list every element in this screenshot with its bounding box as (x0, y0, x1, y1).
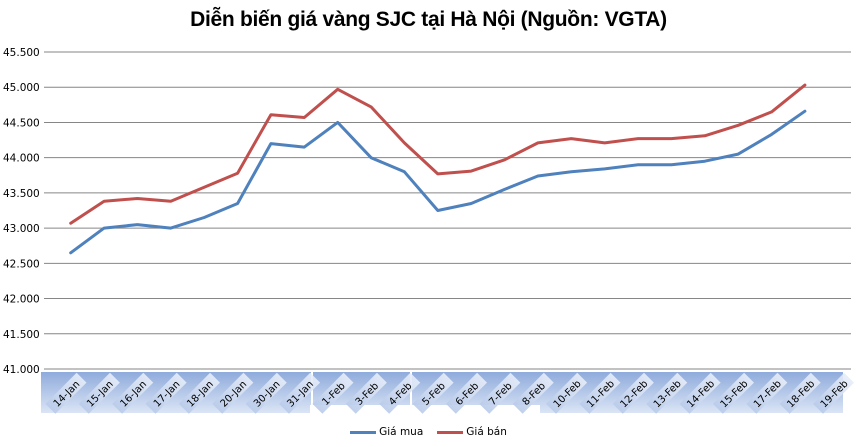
legend: Giá mua Giá bán (0, 426, 857, 438)
series-lines (69, 83, 807, 255)
series-line-giá-mua (69, 109, 807, 255)
y-tick-label: 45.500 (3, 47, 40, 59)
legend-swatch-blue (350, 430, 377, 434)
y-tick-label: 44.500 (3, 117, 40, 129)
y-tick-label: 43.500 (3, 188, 40, 200)
legend-swatch-red (437, 430, 464, 434)
y-tick-label: 41.500 (3, 329, 40, 341)
legend-item-gia-ban[interactable]: Giá bán (437, 426, 507, 438)
chart-title: Diễn biến giá vàng SJC tại Hà Nội (Nguồn… (190, 8, 667, 31)
y-tick-label: 44.000 (3, 153, 40, 165)
y-tick-label: 45.000 (3, 82, 40, 94)
y-tick-label: 42.000 (3, 294, 40, 306)
legend-label: Giá bán (466, 426, 507, 438)
legend-label: Giá mua (379, 426, 424, 438)
legend-item-gia-mua[interactable]: Giá mua (350, 426, 423, 438)
y-tick-label: 41.000 (3, 364, 40, 376)
gridlines (44, 51, 851, 370)
y-tick-label: 43.000 (3, 223, 40, 235)
y-tick-label: 42.500 (3, 258, 40, 270)
y-axis: 41.000 41.500 42.000 42.500 43.000 43.500 44.0… (3, 47, 40, 376)
series-line-giá-bán (69, 83, 807, 225)
